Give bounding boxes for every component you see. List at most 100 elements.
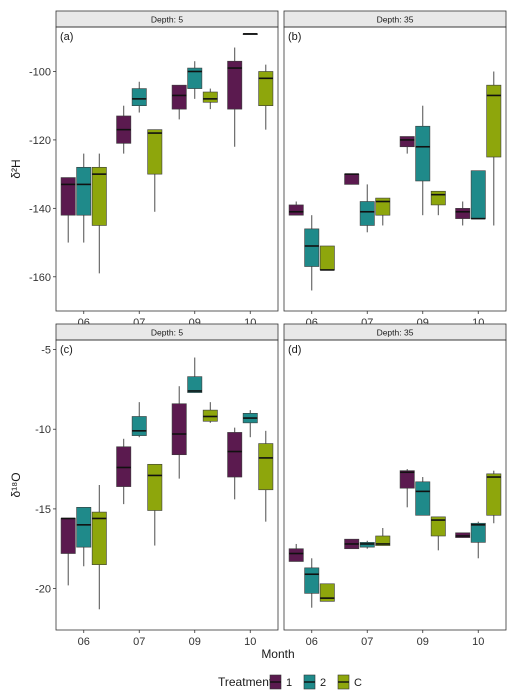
- box: [258, 443, 274, 491]
- box-series-2-09: [187, 61, 203, 99]
- box-series-C-09: [202, 402, 218, 423]
- panels: Depth: 5 (a) 06 07 09 10 -160 -140 -120 -100 δ²H De…: [9, 10, 507, 648]
- box-series-1-07: [344, 538, 360, 550]
- panel-border: [283, 339, 507, 631]
- box: [415, 481, 431, 516]
- box: [171, 403, 187, 456]
- box-series-C-07: [375, 528, 391, 546]
- y-axis-title: δ²H: [9, 159, 23, 178]
- x-tick-label: 09: [417, 636, 429, 648]
- box: [288, 548, 304, 562]
- box: [399, 470, 415, 489]
- box-series-2-10: [242, 410, 258, 438]
- box-series-2-06: [76, 507, 92, 567]
- box: [486, 84, 502, 158]
- box: [76, 507, 92, 548]
- legend: Treatment 1 2 C: [218, 674, 362, 690]
- box-series-2-07: [131, 81, 147, 113]
- panel-border: [55, 26, 279, 312]
- box-series-2-07: [359, 184, 375, 233]
- box-series-1-06: [288, 201, 304, 216]
- box: [304, 228, 320, 267]
- box-series-C-10: [486, 470, 502, 524]
- box: [304, 567, 320, 594]
- legend-item-C: C: [337, 674, 362, 690]
- box: [375, 535, 391, 546]
- panel-3: Depth: 5 (c) 06 07 09 10 -20 -15 -10 -5 δ¹⁸O: [9, 323, 279, 648]
- box: [147, 129, 163, 175]
- box-series-C-09: [202, 88, 218, 110]
- box-series-1-10: [227, 47, 243, 147]
- box-series-2-10: [242, 33, 258, 35]
- y-tick-label: -15: [35, 504, 51, 516]
- box: [131, 88, 147, 106]
- box: [227, 432, 243, 478]
- box: [147, 463, 163, 511]
- box: [187, 67, 203, 89]
- panel-2: Depth: 35(b)06 07 09 10: [283, 10, 507, 329]
- x-tick-label: 06: [78, 636, 90, 648]
- box: [486, 473, 502, 516]
- facet-strip-label: Depth: 35: [377, 15, 414, 25]
- box-series-2-09: [415, 105, 431, 216]
- x-tick-label: 10: [244, 636, 256, 648]
- legend-label: 2: [320, 677, 326, 689]
- panel-label: (a): [60, 31, 73, 43]
- x-tick-label: 07: [361, 636, 373, 648]
- box-series-2-10: [470, 521, 486, 559]
- x-tick-label: 07: [133, 636, 145, 648]
- box-series-2-09: [187, 357, 203, 393]
- legend-item-2: 2: [303, 674, 326, 690]
- box-series-C-07: [375, 197, 391, 226]
- box: [359, 201, 375, 226]
- box-series-1-09: [399, 469, 415, 508]
- box-series-1-06: [288, 543, 304, 562]
- panel-4: Depth: 35 (d) 06 07 09 10: [283, 323, 507, 648]
- box-series-C-07: [147, 463, 163, 546]
- box: [375, 197, 391, 216]
- box: [344, 173, 360, 185]
- panel-label: (d): [288, 344, 301, 356]
- panel-label: (b): [288, 31, 301, 43]
- x-tick-label: 10: [472, 636, 484, 648]
- box: [131, 416, 147, 436]
- box-series-1-10: [455, 532, 471, 538]
- box: [399, 136, 415, 148]
- box-series-2-06: [76, 153, 92, 243]
- y-tick-label: -140: [29, 203, 51, 215]
- box: [171, 84, 187, 110]
- legend-items: 1 2 C: [269, 674, 362, 690]
- box-series-C-10: [486, 71, 502, 226]
- box-series-2-07: [131, 402, 147, 438]
- panel-border: [283, 26, 507, 312]
- legend-item-1: 1: [269, 674, 292, 690]
- box-series-1-10: [455, 201, 471, 226]
- legend-title: Treatment: [218, 675, 273, 689]
- box-series-1-06: [60, 517, 76, 586]
- box-series-C-10: [258, 64, 274, 130]
- box: [470, 170, 486, 219]
- facet-strip-label: Depth: 35: [377, 328, 414, 338]
- box-series-2-06: [304, 558, 320, 608]
- box: [415, 125, 431, 182]
- box: [319, 583, 335, 602]
- y-tick-label: -120: [29, 135, 51, 147]
- box-series-1-07: [116, 105, 132, 154]
- box-series-1-09: [399, 136, 415, 154]
- box: [288, 204, 304, 216]
- legend-label: C: [354, 677, 362, 689]
- box: [455, 208, 471, 219]
- x-axis-title: Month: [261, 647, 294, 661]
- panel-border: [55, 339, 279, 631]
- panel-label: (c): [60, 344, 73, 356]
- box: [60, 177, 76, 216]
- box-series-C-06: [319, 245, 335, 271]
- facet-strip-label: Depth: 5: [151, 15, 183, 25]
- box-series-C-06: [91, 153, 107, 274]
- box-series-1-06: [60, 177, 76, 243]
- box-series-C-09: [430, 190, 446, 216]
- box-series-C-06: [91, 485, 107, 610]
- box: [470, 522, 486, 543]
